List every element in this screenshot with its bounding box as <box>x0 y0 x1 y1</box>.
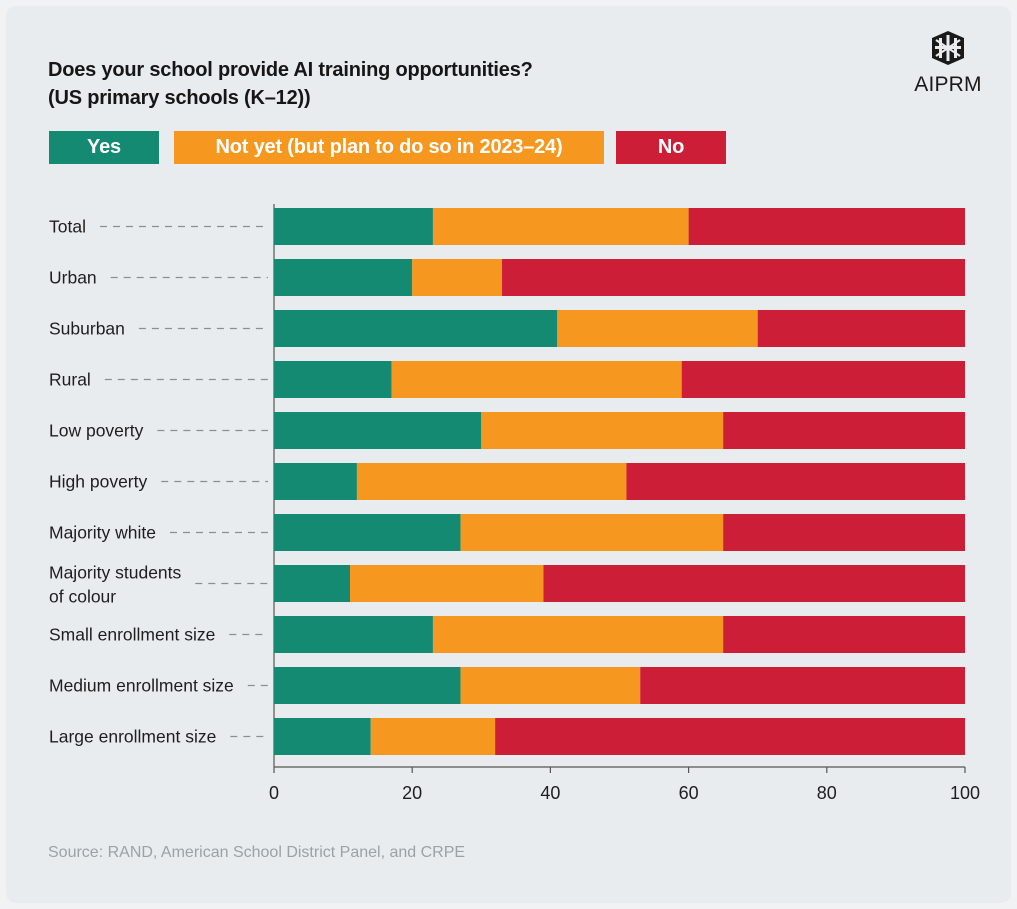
bar-large-enrollment-size-no <box>495 718 965 755</box>
bar-medium-enrollment-size-not-yet <box>460 667 641 704</box>
bar-low-poverty-no <box>723 412 965 449</box>
x-tick-label-60: 60 <box>679 783 699 803</box>
category-label-large-enrollment-size: Large enrollment size <box>49 727 216 747</box>
bar-total-yes <box>274 208 433 245</box>
chart-title-line-2: (US primary schools (K–12)) <box>48 87 311 109</box>
category-label-small-enrollment-size: Small enrollment size <box>49 625 215 645</box>
category-label-total: Total <box>49 217 86 237</box>
bar-low-poverty-not-yet <box>481 412 724 449</box>
bar-high-poverty-not-yet <box>356 463 627 500</box>
x-tick-label-100: 100 <box>950 783 980 803</box>
bar-total-no <box>688 208 965 245</box>
bar-urban-not-yet <box>412 259 503 296</box>
category-label-majority-students-of-colour: Majority students of colour <box>49 563 182 607</box>
legend-item-not-yet: Not yet (but plan to do so in 2023–24) <box>174 131 604 164</box>
bar-rural-no <box>681 361 965 398</box>
logo-text: AIPRM <box>914 73 982 96</box>
category-label-majority-white: Majority white <box>49 523 156 543</box>
bar-small-enrollment-size-not-yet <box>432 616 724 653</box>
bar-large-enrollment-size-yes <box>274 718 371 755</box>
legend-item-no: No <box>616 131 726 164</box>
bar-total-not-yet <box>432 208 689 245</box>
bar-high-poverty-yes <box>274 463 357 500</box>
bar-large-enrollment-size-not-yet <box>370 718 496 755</box>
category-label-low-poverty: Low poverty <box>49 421 144 441</box>
chart-title: Does your school provide AI training opp… <box>48 56 533 112</box>
legend-item-yes: Yes <box>49 131 159 164</box>
bar-suburban-not-yet <box>557 310 758 347</box>
brand-logo: AIPRM <box>903 30 993 97</box>
source-note: Source: RAND, American School District P… <box>48 844 466 861</box>
bar-majority-students-of-colour-not-yet <box>350 565 544 602</box>
bar-urban-no <box>502 259 965 296</box>
bar-medium-enrollment-size-yes <box>274 667 461 704</box>
bar-majority-white-no <box>723 514 965 551</box>
bar-small-enrollment-size-yes <box>274 616 433 653</box>
bar-majority-white-yes <box>274 514 461 551</box>
bar-high-poverty-no <box>626 463 965 500</box>
category-label-urban: Urban <box>49 268 97 288</box>
category-label-medium-enrollment-size: Medium enrollment size <box>49 676 234 696</box>
x-tick-label-20: 20 <box>402 783 422 803</box>
bar-majority-students-of-colour-no <box>543 565 965 602</box>
bar-urban-yes <box>274 259 413 296</box>
category-label-high-poverty: High poverty <box>49 472 147 492</box>
category-label-rural: Rural <box>49 370 91 390</box>
bar-rural-not-yet <box>391 361 682 398</box>
bar-suburban-yes <box>274 310 558 347</box>
bar-medium-enrollment-size-no <box>640 667 965 704</box>
x-tick-label-0: 0 <box>269 783 279 803</box>
aiprm-logo-icon <box>932 31 964 65</box>
bar-small-enrollment-size-no <box>723 616 965 653</box>
x-tick-label-80: 80 <box>817 783 837 803</box>
bar-majority-white-not-yet <box>460 514 724 551</box>
bar-rural-yes <box>274 361 392 398</box>
chart-title-line-1: Does your school provide AI training opp… <box>48 59 533 81</box>
bar-low-poverty-yes <box>274 412 482 449</box>
bar-majority-students-of-colour-yes <box>274 565 351 602</box>
category-label-suburban: Suburban <box>49 319 125 339</box>
bar-suburban-no <box>757 310 965 347</box>
x-tick-label-40: 40 <box>540 783 560 803</box>
